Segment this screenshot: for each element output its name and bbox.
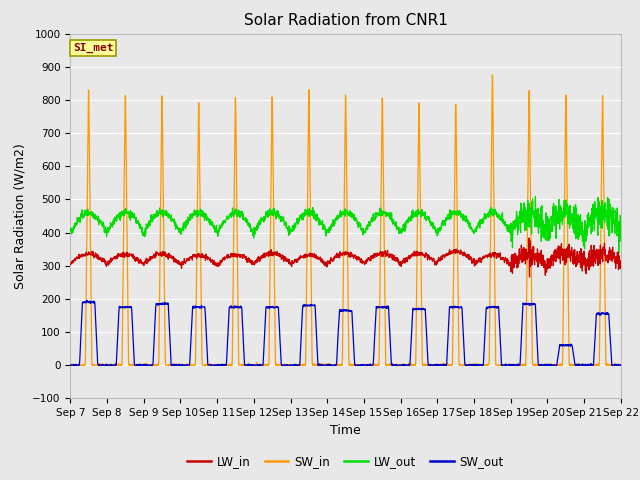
Text: SI_met: SI_met bbox=[73, 43, 114, 53]
Legend: LW_in, SW_in, LW_out, SW_out: LW_in, SW_in, LW_out, SW_out bbox=[182, 450, 509, 473]
X-axis label: Time: Time bbox=[330, 424, 361, 437]
Y-axis label: Solar Radiation (W/m2): Solar Radiation (W/m2) bbox=[13, 143, 27, 289]
Title: Solar Radiation from CNR1: Solar Radiation from CNR1 bbox=[244, 13, 447, 28]
